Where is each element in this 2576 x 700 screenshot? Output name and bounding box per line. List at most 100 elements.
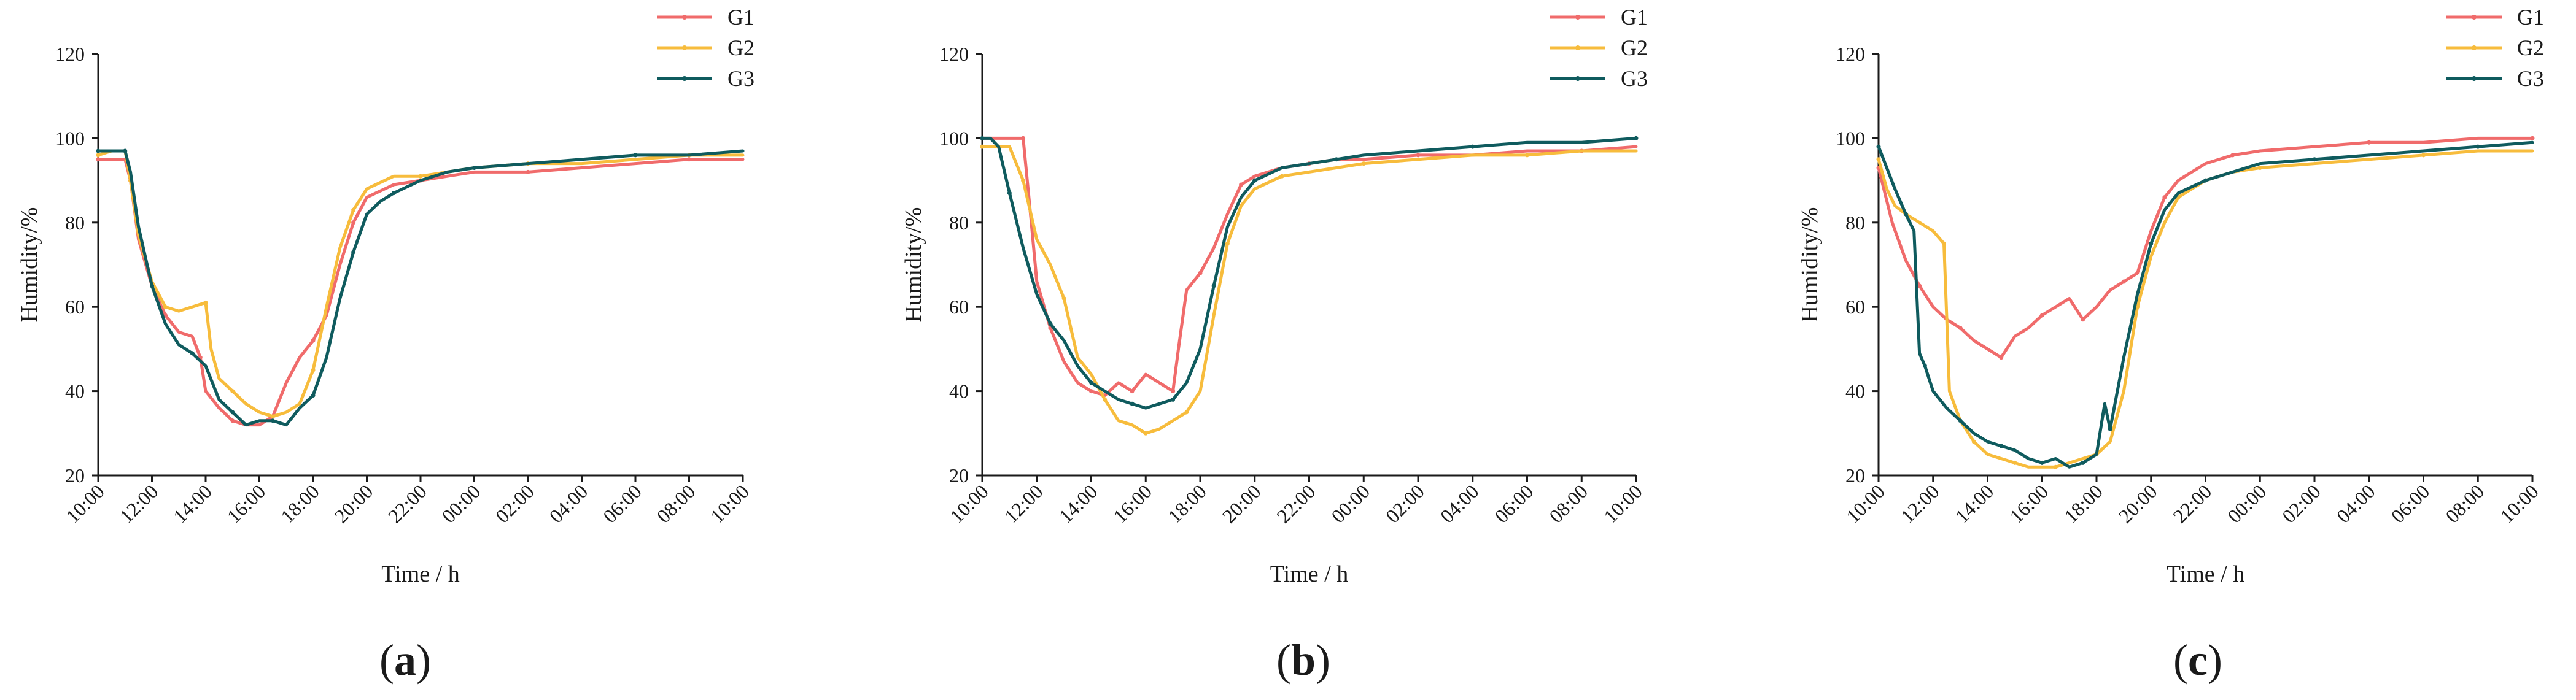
data-point bbox=[2053, 464, 2058, 469]
x-tick-label: 14:00 bbox=[1950, 480, 1998, 527]
series-markers-g3 bbox=[1876, 144, 2480, 465]
legend-marker bbox=[2472, 45, 2477, 50]
data-point bbox=[2149, 241, 2154, 246]
data-point bbox=[1999, 444, 2004, 448]
x-axis-title: Time / h bbox=[1270, 561, 1348, 587]
x-tick-label: 14:00 bbox=[169, 480, 216, 527]
data-point bbox=[980, 144, 985, 149]
series-markers-g2 bbox=[980, 144, 1529, 436]
data-point bbox=[2312, 157, 2317, 162]
x-tick-label: 10:00 bbox=[2496, 480, 2543, 527]
x-axis-title: Time / h bbox=[2167, 561, 2244, 587]
data-point bbox=[1416, 153, 1421, 158]
data-point bbox=[270, 418, 275, 423]
data-point bbox=[1361, 161, 1366, 166]
series-markers-g1 bbox=[1876, 136, 2535, 360]
data-point bbox=[1334, 157, 1339, 162]
data-point bbox=[1171, 389, 1176, 394]
data-point bbox=[311, 367, 316, 372]
legend-marker bbox=[1575, 76, 1580, 81]
x-tick-label: 10:00 bbox=[61, 480, 109, 527]
data-point bbox=[190, 351, 195, 356]
y-tick-label: 100 bbox=[939, 127, 969, 149]
x-tick-label: 04:00 bbox=[545, 480, 592, 527]
x-tick-label: 10:00 bbox=[945, 480, 993, 527]
data-point bbox=[1198, 271, 1203, 275]
x-tick-label: 06:00 bbox=[599, 480, 646, 527]
series-line-g2 bbox=[980, 145, 1638, 435]
data-point bbox=[1525, 153, 1529, 158]
x-tick-label: 18:00 bbox=[2060, 480, 2107, 527]
data-point bbox=[351, 207, 356, 212]
x-tick-label: 00:00 bbox=[437, 480, 484, 527]
x-tick-label: 14:00 bbox=[1054, 480, 1101, 527]
data-point bbox=[2012, 460, 2017, 465]
legend-marker bbox=[682, 76, 687, 81]
x-tick-label: 06:00 bbox=[1490, 480, 1537, 527]
y-tick-label: 80 bbox=[949, 212, 969, 234]
legend-label-g1: G1 bbox=[727, 5, 755, 29]
y-tick-label: 60 bbox=[949, 296, 969, 318]
data-point bbox=[418, 174, 423, 179]
x-tick-label: 18:00 bbox=[276, 480, 324, 527]
x-tick-label: 02:00 bbox=[1381, 480, 1429, 527]
y-tick-label: 20 bbox=[65, 464, 85, 487]
x-tick-label: 10:00 bbox=[1599, 480, 1647, 527]
x-tick-label: 08:00 bbox=[652, 480, 699, 527]
x-tick-label: 08:00 bbox=[1545, 480, 1592, 527]
series-line-g2 bbox=[1877, 149, 2534, 469]
x-tick-label: 10:00 bbox=[706, 480, 753, 527]
series-markers-g2 bbox=[1876, 153, 2426, 469]
data-point bbox=[1089, 380, 1093, 385]
x-tick-label: 18:00 bbox=[1163, 480, 1211, 527]
x-tick-label: 08:00 bbox=[2441, 480, 2488, 527]
x-tick-label: 16:00 bbox=[1109, 480, 1156, 527]
data-point bbox=[391, 191, 396, 196]
data-point bbox=[1999, 355, 2004, 360]
y-tick-label: 40 bbox=[1845, 380, 1865, 402]
y-tick-label: 40 bbox=[65, 380, 85, 402]
x-tick-label: 22:00 bbox=[384, 480, 431, 527]
x-tick-label: 00:00 bbox=[1327, 480, 1374, 527]
data-point bbox=[351, 250, 356, 255]
data-point bbox=[163, 304, 168, 309]
data-point bbox=[1958, 418, 1963, 423]
y-axis-title: Humidity/% bbox=[1797, 207, 1823, 323]
data-point bbox=[2121, 279, 2126, 284]
legend-label-g2: G2 bbox=[1621, 36, 1648, 60]
legend-marker bbox=[2472, 15, 2477, 20]
x-tick-label: 16:00 bbox=[2005, 480, 2052, 527]
data-point bbox=[1143, 431, 1148, 436]
data-point bbox=[1252, 178, 1257, 183]
y-tick-label: 20 bbox=[949, 464, 969, 487]
data-point bbox=[2162, 195, 2167, 200]
data-point bbox=[2108, 426, 2112, 431]
data-point bbox=[1021, 136, 1026, 140]
data-point bbox=[2203, 178, 2208, 183]
legend: G1 G2 G3 bbox=[657, 5, 755, 91]
series-line-g1 bbox=[96, 158, 745, 427]
data-point bbox=[472, 165, 476, 170]
y-tick-label: 40 bbox=[949, 380, 969, 402]
data-point bbox=[1089, 389, 1093, 394]
data-point bbox=[230, 418, 235, 423]
series-line-g1 bbox=[980, 136, 1638, 397]
data-point bbox=[2475, 144, 2480, 149]
data-point bbox=[230, 389, 235, 394]
series-markers-g3 bbox=[980, 136, 1639, 406]
data-point bbox=[2039, 313, 2044, 318]
y-tick-label: 120 bbox=[55, 43, 85, 65]
data-point bbox=[2257, 165, 2262, 170]
legend-label-g3: G3 bbox=[1621, 66, 1648, 91]
series-line-g3 bbox=[980, 136, 1638, 410]
legend-marker bbox=[1575, 15, 1580, 20]
legend-label-g3: G3 bbox=[2517, 66, 2544, 91]
data-point bbox=[1958, 326, 1963, 331]
data-point bbox=[123, 148, 128, 153]
panel-letter: c bbox=[2188, 636, 2208, 685]
x-tick-label: 04:00 bbox=[1436, 480, 1483, 527]
panel-label: (b) bbox=[1276, 636, 1330, 685]
